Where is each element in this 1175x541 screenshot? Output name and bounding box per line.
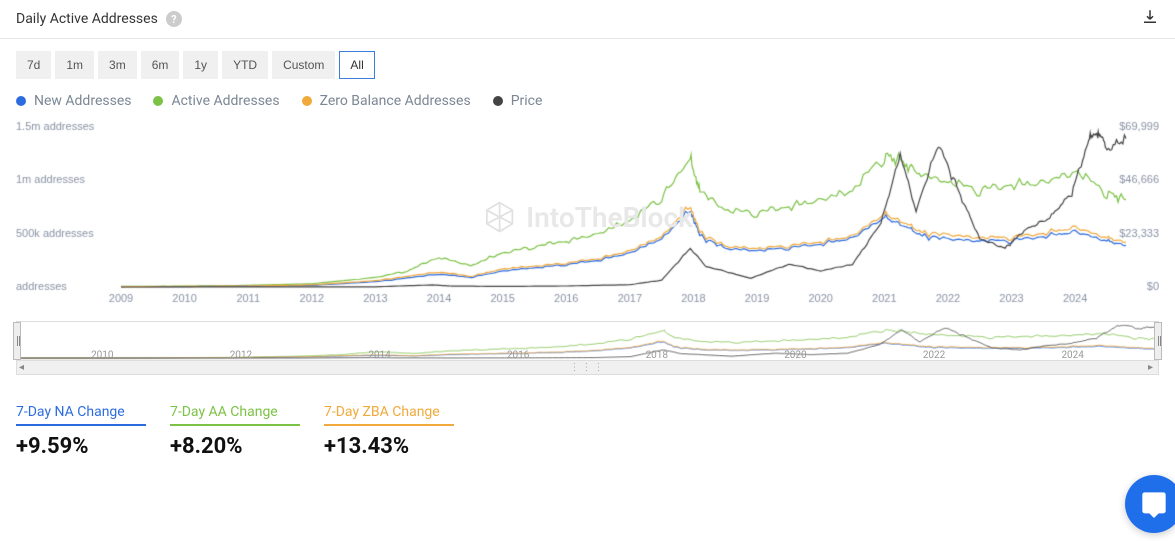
- legend-label: Active Addresses: [171, 93, 279, 109]
- main-chart-area: IntoTheBlock: [0, 117, 1175, 317]
- metric-7-day-na-change: 7-Day NA Change +9.59%: [16, 404, 146, 459]
- legend-item-active-addresses[interactable]: Active Addresses: [153, 93, 279, 109]
- header: Daily Active Addresses ?: [0, 0, 1175, 39]
- range-btn-custom[interactable]: Custom: [272, 51, 335, 79]
- legend-dot-icon: [16, 96, 26, 106]
- metric-label: 7-Day ZBA Change: [324, 404, 454, 426]
- navigator-chart: [17, 322, 1158, 360]
- scrollbar-left-icon[interactable]: ◂: [19, 364, 27, 372]
- controls: 7d1m3m6m1yYTDCustomAll New Addresses Acti…: [0, 39, 1175, 117]
- range-buttons: 7d1m3m6m1yYTDCustomAll: [16, 51, 1159, 79]
- range-btn-ytd[interactable]: YTD: [222, 51, 268, 79]
- legend-label: Zero Balance Addresses: [320, 93, 471, 109]
- range-btn-3m[interactable]: 3m: [98, 51, 137, 79]
- metrics: 7-Day NA Change +9.59% 7-Day AA Change +8.2…: [0, 376, 1175, 459]
- navigator: 20102012201420162018202020222024 ◂ ⋮⋮⋮ ▸: [0, 321, 1175, 376]
- legend-dot-icon: [493, 96, 503, 106]
- legend-dot-icon: [153, 96, 163, 106]
- navigator-track[interactable]: 20102012201420162018202020222024: [16, 321, 1159, 361]
- scrollbar-right-icon[interactable]: ▸: [1148, 364, 1156, 372]
- main-chart[interactable]: [16, 117, 1159, 317]
- range-btn-7d[interactable]: 7d: [16, 51, 51, 79]
- page-title: Daily Active Addresses: [16, 11, 158, 27]
- metric-label: 7-Day AA Change: [170, 404, 300, 426]
- legend-item-price[interactable]: Price: [493, 93, 543, 109]
- legend-item-new-addresses[interactable]: New Addresses: [16, 93, 131, 109]
- legend-item-zero-balance-addresses[interactable]: Zero Balance Addresses: [302, 93, 471, 109]
- navigator-handle-right[interactable]: [1154, 322, 1162, 360]
- navigator-handle-left[interactable]: [13, 322, 21, 360]
- metric-value: +13.43%: [324, 434, 454, 459]
- range-btn-1y[interactable]: 1y: [183, 51, 218, 79]
- legend-dot-icon: [302, 96, 312, 106]
- metric-7-day-aa-change: 7-Day AA Change +8.20%: [170, 404, 300, 459]
- metric-7-day-zba-change: 7-Day ZBA Change +13.43%: [324, 404, 454, 459]
- range-btn-1m[interactable]: 1m: [55, 51, 94, 79]
- help-icon[interactable]: ?: [166, 11, 182, 27]
- chat-button[interactable]: [1125, 475, 1175, 533]
- legend-label: New Addresses: [34, 93, 131, 109]
- scrollbar-grip-icon: ⋮⋮⋮: [570, 362, 606, 373]
- metric-label: 7-Day NA Change: [16, 404, 146, 426]
- legend-label: Price: [511, 93, 543, 109]
- range-btn-6m[interactable]: 6m: [141, 51, 180, 79]
- download-icon[interactable]: [1141, 8, 1159, 30]
- metric-value: +9.59%: [16, 434, 146, 459]
- navigator-scrollbar[interactable]: ◂ ⋮⋮⋮ ▸: [16, 361, 1159, 375]
- range-btn-all[interactable]: All: [339, 51, 374, 79]
- legend: New Addresses Active Addresses Zero Balanc…: [16, 93, 1159, 109]
- metric-value: +8.20%: [170, 434, 300, 459]
